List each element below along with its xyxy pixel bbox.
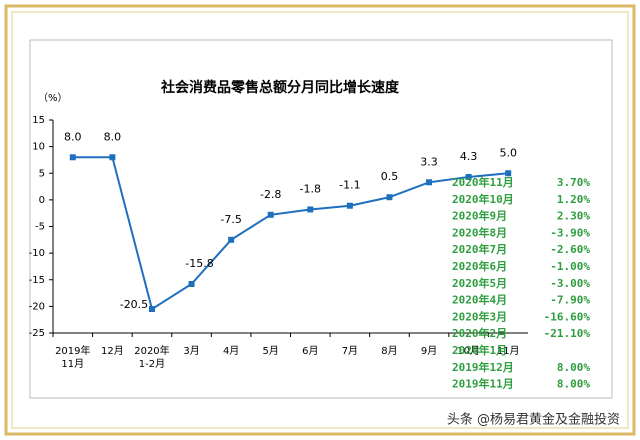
x-tick-label: 8月 <box>381 345 397 357</box>
data-label: -1.8 <box>300 182 321 195</box>
x-tick-label: 5月 <box>263 345 279 357</box>
data-label: -15.8 <box>185 257 213 270</box>
data-label: 4.3 <box>460 150 478 163</box>
overlay-date: 2020年7月 <box>452 242 507 256</box>
x-tick-label: 12月 <box>101 345 124 357</box>
overlay-value: 8.00% <box>557 378 590 391</box>
x-tick-label: 6月 <box>302 345 318 357</box>
point <box>426 179 433 186</box>
x-tick-label: 2019年 <box>55 344 90 357</box>
point <box>465 173 472 180</box>
data-label: -2.8 <box>260 188 281 201</box>
y-tick-label: -20 <box>29 301 45 312</box>
data-label: -7.5 <box>220 213 241 226</box>
y-tick-label: -25 <box>29 328 45 339</box>
y-unit: （%） <box>38 92 68 104</box>
x-tick-label: 3月 <box>183 345 199 357</box>
overlay-value: -7.90% <box>550 294 590 307</box>
data-label: 0.5 <box>381 170 399 183</box>
y-tick-label: 15 <box>32 115 45 126</box>
overlay-date: 2020年5月 <box>452 276 507 290</box>
overlay-value: -2.60% <box>550 243 590 256</box>
y-tick-label: 0 <box>39 195 45 206</box>
overlay-value: 3.70% <box>557 176 590 189</box>
point <box>109 154 116 161</box>
x-tick-label: 4月 <box>223 345 239 357</box>
overlay-value: -3.90% <box>550 226 590 239</box>
point <box>188 281 195 288</box>
data-label: 3.3 <box>420 155 438 168</box>
y-tick-label: 5 <box>39 168 45 179</box>
x-tick-label: 10月 <box>457 345 480 357</box>
overlay-value: 8.00% <box>557 361 590 374</box>
data-label: -1.1 <box>339 179 360 192</box>
line <box>72 156 509 311</box>
point <box>148 306 155 313</box>
x-tick-label: 11月 <box>497 345 520 357</box>
chart-border <box>29 39 613 399</box>
overlay-date: 2020年10月 <box>452 192 514 206</box>
overlay-value: -21.10% <box>544 327 591 340</box>
x-tick-label: 11月 <box>61 358 84 370</box>
overlay-date: 2020年8月 <box>452 225 507 239</box>
watermark: 头条 @杨易君黄金及金融投资 <box>447 412 620 428</box>
x-tick-label: 2020年 <box>134 344 169 357</box>
chart-title: 社会消费品零售总额分月同比增长速度 <box>160 79 400 96</box>
overlay-date: 2020年11月 <box>452 175 514 189</box>
y-tick-label: 10 <box>32 142 45 153</box>
frame-inner <box>11 11 629 429</box>
point <box>307 206 314 213</box>
point <box>505 170 512 177</box>
overlay-value: 2.30% <box>557 210 590 223</box>
x-tick-label: 7月 <box>342 345 358 357</box>
overlay-date: 2019年12月 <box>452 360 514 374</box>
frame <box>4 4 636 436</box>
y-tick-label: -5 <box>35 222 45 233</box>
y-tick-label: -10 <box>29 248 45 259</box>
overlay-value: -3.00% <box>550 277 590 290</box>
overlay-date: 2020年9月 <box>452 209 507 223</box>
overlay-value: 1.20% <box>557 193 590 206</box>
data-label: 8.0 <box>104 130 122 143</box>
point <box>346 202 353 209</box>
overlay-date: 2020年2月 <box>452 326 507 340</box>
x-tick-label: 9月 <box>421 345 437 357</box>
overlay-date: 2019年11月 <box>452 377 514 391</box>
y-tick-label: -15 <box>29 275 45 286</box>
overlay-value: -1.00% <box>550 260 590 273</box>
overlay-date: 2020年1月 <box>452 343 507 357</box>
data-label: 5.0 <box>499 146 517 159</box>
overlay-date: 2020年4月 <box>452 293 507 307</box>
x-tick-label: 1-2月 <box>139 358 165 370</box>
point <box>386 194 393 201</box>
point <box>267 211 274 218</box>
overlay-date: 2020年3月 <box>452 309 507 323</box>
overlay-value: -16.60% <box>544 310 591 323</box>
data-label: 8.0 <box>64 130 82 143</box>
overlay-date: 2020年6月 <box>452 259 507 273</box>
point <box>228 236 235 243</box>
data-label: -20.5 <box>120 298 148 311</box>
point <box>69 154 76 161</box>
